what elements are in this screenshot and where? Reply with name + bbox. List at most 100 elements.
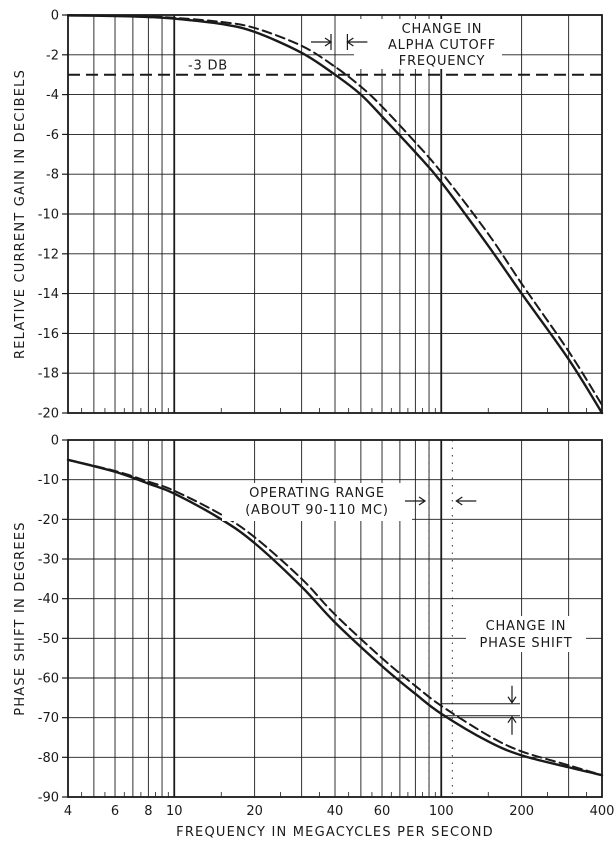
data-point — [173, 489, 176, 492]
data-point — [173, 16, 176, 19]
data-point — [487, 244, 490, 247]
y-tick-label: -70 — [38, 711, 59, 726]
y-tick-label: -8 — [46, 168, 59, 183]
plot-frame — [67, 439, 603, 798]
data-point — [253, 31, 256, 33]
arrow-up-icon — [507, 715, 517, 735]
data-point — [487, 740, 490, 743]
data-point — [440, 181, 443, 184]
data-point — [334, 621, 336, 624]
data-point — [253, 536, 256, 539]
annotation-line: FREQUENCY — [399, 54, 485, 69]
y-tick-label: -10 — [38, 473, 59, 488]
data-point — [334, 73, 336, 76]
ref-label-bg — [184, 57, 244, 72]
y-tick-label: -40 — [38, 592, 59, 607]
data-point — [381, 657, 383, 660]
data-point — [334, 613, 336, 616]
arrow-left-icon — [346, 37, 368, 47]
x-tick-label: 200 — [509, 804, 534, 819]
data-point — [414, 151, 417, 154]
data-point — [440, 171, 443, 174]
data-point — [520, 282, 523, 285]
y-tick-label: -20 — [38, 407, 59, 422]
data-point — [147, 482, 150, 485]
data-point — [487, 233, 490, 235]
operating-range-label: OPERATING RANGE — [249, 486, 385, 501]
y-tick-label: -14 — [38, 287, 59, 302]
data-point — [253, 542, 256, 545]
phase-label-bg — [466, 616, 586, 652]
data-point — [567, 764, 570, 767]
data-point — [173, 492, 176, 495]
phase-shift-label: CHANGE IN — [486, 619, 567, 634]
data-point — [359, 85, 362, 88]
x-axis-title: FREQUENCY IN MEGACYCLES PER SECOND — [176, 825, 494, 840]
y-tick-label: -4 — [46, 88, 59, 103]
data-point — [359, 93, 362, 96]
annotation-line: CHANGE IN — [402, 22, 483, 37]
y-tick-label: -60 — [38, 672, 59, 687]
x-tick-label: 40 — [327, 804, 344, 819]
data-point — [601, 404, 603, 406]
reference-line-label: -3 DB — [188, 59, 228, 74]
y-tick-label: 0 — [51, 434, 59, 449]
y-tick-label: -16 — [38, 327, 59, 342]
data-point — [567, 766, 570, 769]
x-tick-label: 6 — [111, 804, 119, 819]
data-point — [381, 115, 383, 118]
data-point — [414, 692, 417, 695]
data-point — [67, 458, 69, 461]
arrow-down-icon — [507, 685, 517, 704]
arrow-left-icon — [455, 496, 477, 506]
y-tick-label: -18 — [38, 367, 59, 382]
x-tick-label: 60 — [374, 804, 391, 819]
data-point — [220, 513, 223, 516]
plot-frame — [67, 14, 603, 414]
x-tick-label: 20 — [246, 804, 263, 819]
data-point — [220, 21, 223, 23]
x-axis: 4 6 8 10 20 40 60 100 200 400 FREQUENCY IN MEGACYC… — [64, 804, 615, 840]
data-point — [567, 350, 570, 353]
data-point — [300, 51, 303, 54]
x-tick-label: 100 — [429, 804, 454, 819]
data-point — [334, 65, 336, 68]
y-axis-title: RELATIVE CURRENT GAIN IN DECIBELS — [13, 69, 28, 359]
data-point — [300, 577, 303, 580]
data-point — [300, 44, 303, 47]
data-point — [381, 105, 383, 108]
annotation-bg — [354, 19, 502, 69]
x-tick-label: 8 — [144, 804, 152, 819]
data-point — [220, 23, 223, 25]
y-tick-label: -90 — [38, 791, 59, 806]
data-point — [567, 358, 570, 361]
data-point — [114, 470, 116, 472]
data-point — [114, 14, 116, 17]
data-point — [67, 14, 69, 17]
data-point — [253, 27, 256, 29]
data-point — [381, 665, 383, 667]
data-point — [414, 685, 417, 687]
response-curve-dashed — [67, 14, 603, 407]
arrow-right-icon — [405, 496, 427, 506]
phase-shift-label: PHASE SHIFT — [480, 636, 573, 651]
x-tick-label: 4 — [64, 804, 72, 819]
y-tick-label: -2 — [46, 48, 59, 63]
data-point — [414, 141, 417, 144]
data-point — [520, 750, 523, 753]
range-label-bg — [222, 483, 412, 521]
x-tick-label: 400 — [590, 804, 615, 819]
data-point — [147, 480, 150, 483]
data-point — [601, 412, 603, 414]
phase-chart: 0 -10 -20 -30 -40 -50 -60 -70 -80 -90 PHASE SHIFT … — [13, 434, 604, 806]
gain-chart: 0 -2 -4 -6 -8 -10 -12 -14 -16 -18 -20 RELATIVE CURR… — [13, 9, 604, 422]
y-axis-title: PHASE SHIFT IN DEGREES — [13, 521, 28, 715]
data-point — [520, 292, 523, 295]
y-tick-label: -30 — [38, 553, 59, 568]
data-point — [520, 754, 523, 757]
data-point — [147, 15, 150, 18]
data-point — [601, 774, 603, 777]
data-point — [440, 704, 443, 707]
annotation-line: ALPHA CUTOFF — [388, 38, 496, 53]
